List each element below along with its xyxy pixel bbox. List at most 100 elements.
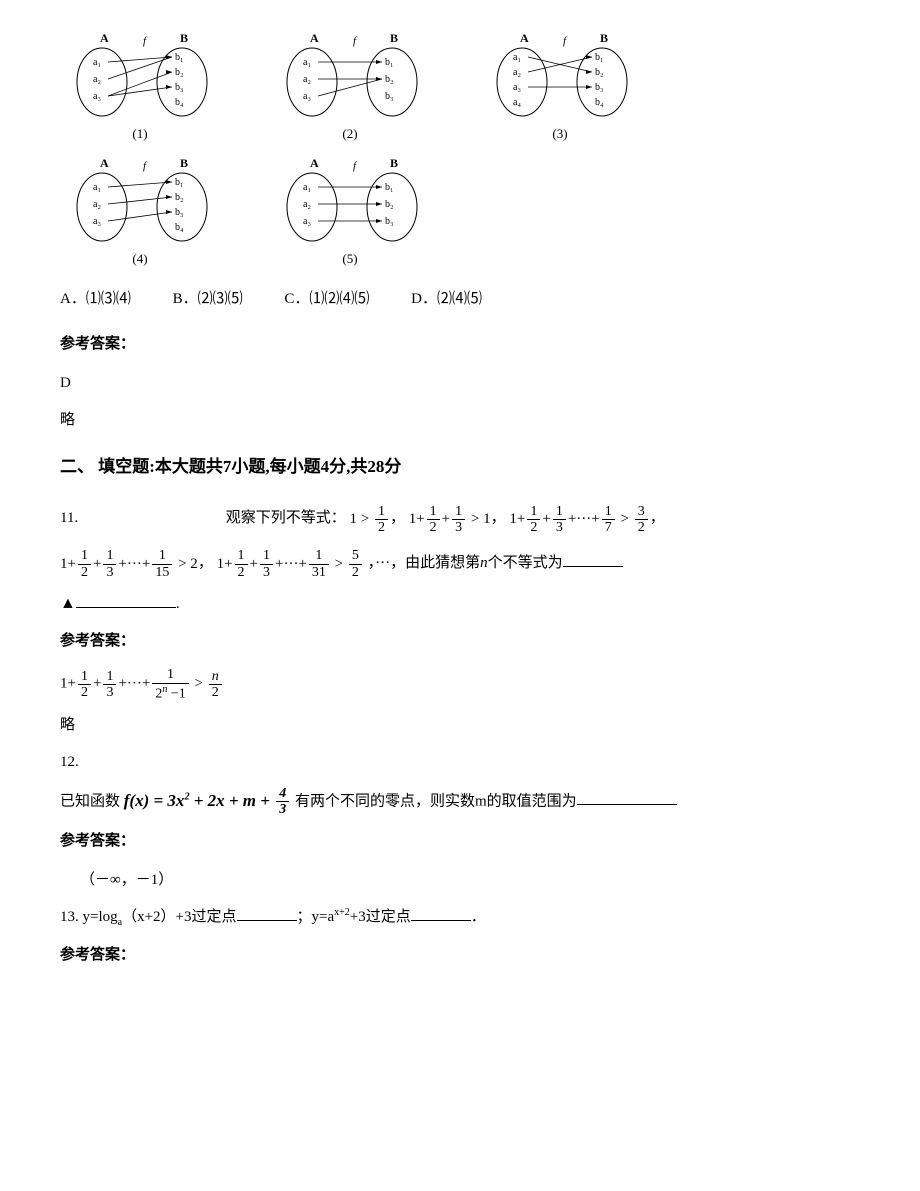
ineq-4: 1+12+13+···+115 > 2 [60,546,198,582]
svg-text:b₁: b₁ [595,52,604,63]
options-row: A．⑴⑶⑷ B．⑵⑶⑸ C．⑴⑵⑷⑸ D．⑵⑷⑸ [60,286,860,313]
q13-sup: x+2 [334,907,350,918]
svg-text:f: f [143,160,148,172]
option-d: D．⑵⑷⑸ [411,286,482,313]
ref-answer-heading-4: 参考答案： [60,942,860,969]
diagram-label-1: (1) [132,122,147,145]
q13-t3: ；y=a [297,909,335,925]
svg-text:b₄: b₄ [175,222,184,233]
blank-5 [411,906,471,921]
q12-formula: f(x) = 3x2 + 2x + m + 43 [124,786,291,818]
blank-1 [563,552,623,567]
diagram-4: A f B a₁ a₂ a₃ b₁ b₂ b₃ b₄ (4) [60,155,220,270]
diagram-3: A f B a₁ a₂ a₃ a₄ b₁ b₂ b₃ b₄ (3) [480,30,640,145]
q12-prefix: 已知函数 [60,793,120,809]
svg-text:a₁: a₁ [513,52,521,63]
svg-text:b₃: b₃ [385,216,394,227]
ref-answer-heading-1: 参考答案： [60,331,860,358]
diagram-label-4: (4) [132,247,147,270]
ineq-2: 1+12+13 > 1 [409,501,491,537]
svg-text:a₁: a₁ [93,57,101,68]
q13-period: ． [471,909,486,925]
svg-text:b₃: b₃ [175,207,184,218]
svg-text:f: f [563,35,568,47]
svg-text:a₂: a₂ [303,199,311,210]
svg-text:b₁: b₁ [175,52,184,63]
svg-text:a₂: a₂ [93,74,101,85]
svg-text:f: f [143,35,148,47]
mapping-svg-4: A f B a₁ a₂ a₃ b₁ b₂ b₃ b₄ [60,155,220,245]
svg-text:a₄: a₄ [513,97,521,108]
diagram-row-2: A f B a₁ a₂ a₃ b₁ b₂ b₃ b₄ (4) A f B [60,155,860,270]
svg-text:b₄: b₄ [175,97,184,108]
svg-text:B: B [600,31,608,45]
svg-text:a₁: a₁ [93,182,101,193]
svg-text:B: B [180,156,188,170]
section-2-heading: 二、 填空题:本大题共7小题,每小题4分,共28分 [60,452,860,483]
option-c: C．⑴⑵⑷⑸ [284,286,369,313]
blank-2 [76,593,176,608]
svg-text:b₂: b₂ [385,74,394,85]
q12-num: 12. [60,749,860,776]
q12-suffix: 有两个不同的零点，则实数m的取值范围为 [295,793,577,809]
svg-text:f: f [353,160,358,172]
answer-d: D [60,370,860,397]
svg-text:b₁: b₁ [175,177,184,188]
option-a: A．⑴⑶⑷ [60,286,131,313]
q11-num: 11. [60,510,78,526]
svg-text:A: A [100,31,109,45]
mapping-svg-1: A f B a₁ a₂ a₃ b₁ b₂ b₃ b₄ [60,30,220,120]
q11-blank-line: ▲. [60,590,860,619]
svg-text:b₂: b₂ [595,67,604,78]
blank-3 [577,790,677,805]
svg-text:f: f [353,35,358,47]
svg-text:a₃: a₃ [303,91,311,102]
svg-text:b₁: b₁ [385,57,394,68]
diagram-1: A f B a₁ a₂ a₃ b₁ b₂ b₃ b₄ (1) [60,30,220,145]
svg-text:a₃: a₃ [513,82,521,93]
svg-text:a₃: a₃ [93,91,101,102]
ref-answer-heading-2: 参考答案： [60,628,860,655]
mapping-svg-2: A f B a₁ a₂ a₃ b₁ b₂ b₃ [270,30,430,120]
q11-intro: 观察下列不等式： [226,510,346,526]
svg-text:a₁: a₁ [303,182,311,193]
svg-text:b₃: b₃ [385,91,394,102]
option-b: B．⑵⑶⑸ [173,286,243,313]
svg-text:B: B [180,31,188,45]
svg-text:A: A [310,156,319,170]
q11-n: n [480,555,488,571]
ineq-3: 1+12+13+···+17 > 32 [509,501,649,537]
diagram-label-5: (5) [342,247,357,270]
ineq-1: 1 > 12 [349,501,389,537]
svg-text:a₂: a₂ [93,199,101,210]
q11-ans-prefix: 1+ [60,676,76,692]
svg-text:A: A [520,31,529,45]
svg-text:b₂: b₂ [175,192,184,203]
q11-answer: 1+12+13+···+12n −1 > n2 [60,667,860,701]
mapping-svg-5: A f B a₁ a₂ a₃ b₁ b₂ b₃ [270,155,430,245]
q11-tail: ，···，由此猜想第 [368,555,481,571]
svg-text:A: A [100,156,109,170]
q12-body: 已知函数 f(x) = 3x2 + 2x + m + 43 有两个不同的零点，则… [60,786,860,818]
svg-text:b₄: b₄ [595,97,604,108]
ref-answer-heading-3: 参考答案： [60,828,860,855]
q13-t1: 13. y=log [60,909,118,925]
svg-text:b₂: b₂ [385,199,394,210]
svg-text:a₃: a₃ [93,216,101,227]
svg-text:a₁: a₁ [303,57,311,68]
q11-tail2: 个不等式为 [488,555,563,571]
diagram-row-1: A f B a₁ a₂ a₃ b₁ b₂ b₃ b₄ (1) A f B [60,30,860,145]
mapping-svg-3: A f B a₁ a₂ a₃ a₄ b₁ b₂ b₃ b₄ [480,30,640,120]
svg-text:b₂: b₂ [175,67,184,78]
svg-text:b₃: b₃ [595,82,604,93]
svg-text:b₃: b₃ [175,82,184,93]
q12-answer: （－∞，－1） [60,867,860,894]
lue-1: 略 [60,407,860,434]
svg-text:B: B [390,156,398,170]
blank-4 [237,906,297,921]
svg-text:a₂: a₂ [513,67,521,78]
svg-text:b₁: b₁ [385,182,394,193]
lue-2: 略 [60,712,860,739]
diagram-label-3: (3) [552,122,567,145]
q11-line-1: 11. 观察下列不等式： 1 > 12 ， 1+12+13 > 1 ， 1+12… [60,500,860,537]
